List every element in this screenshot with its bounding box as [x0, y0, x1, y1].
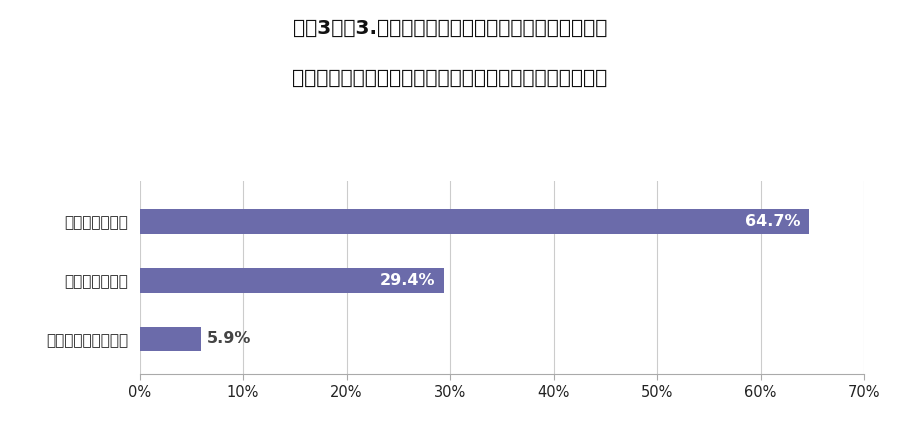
Text: 5.9%: 5.9% — [207, 332, 251, 347]
Text: コロナ前後で住宅購入予算はどのように変更しましたか？: コロナ前後で住宅購入予算はどのように変更しましたか？ — [292, 69, 608, 88]
Text: 64.7%: 64.7% — [745, 214, 801, 229]
Bar — [140, 327, 201, 351]
Text: 29.4%: 29.4% — [380, 273, 436, 288]
Bar — [140, 268, 444, 292]
Text: 質問3で「3.住宅購入予算」を選択した方に質問です。: 質問3で「3.住宅購入予算」を選択した方に質問です。 — [292, 19, 608, 38]
Bar — [140, 209, 809, 234]
